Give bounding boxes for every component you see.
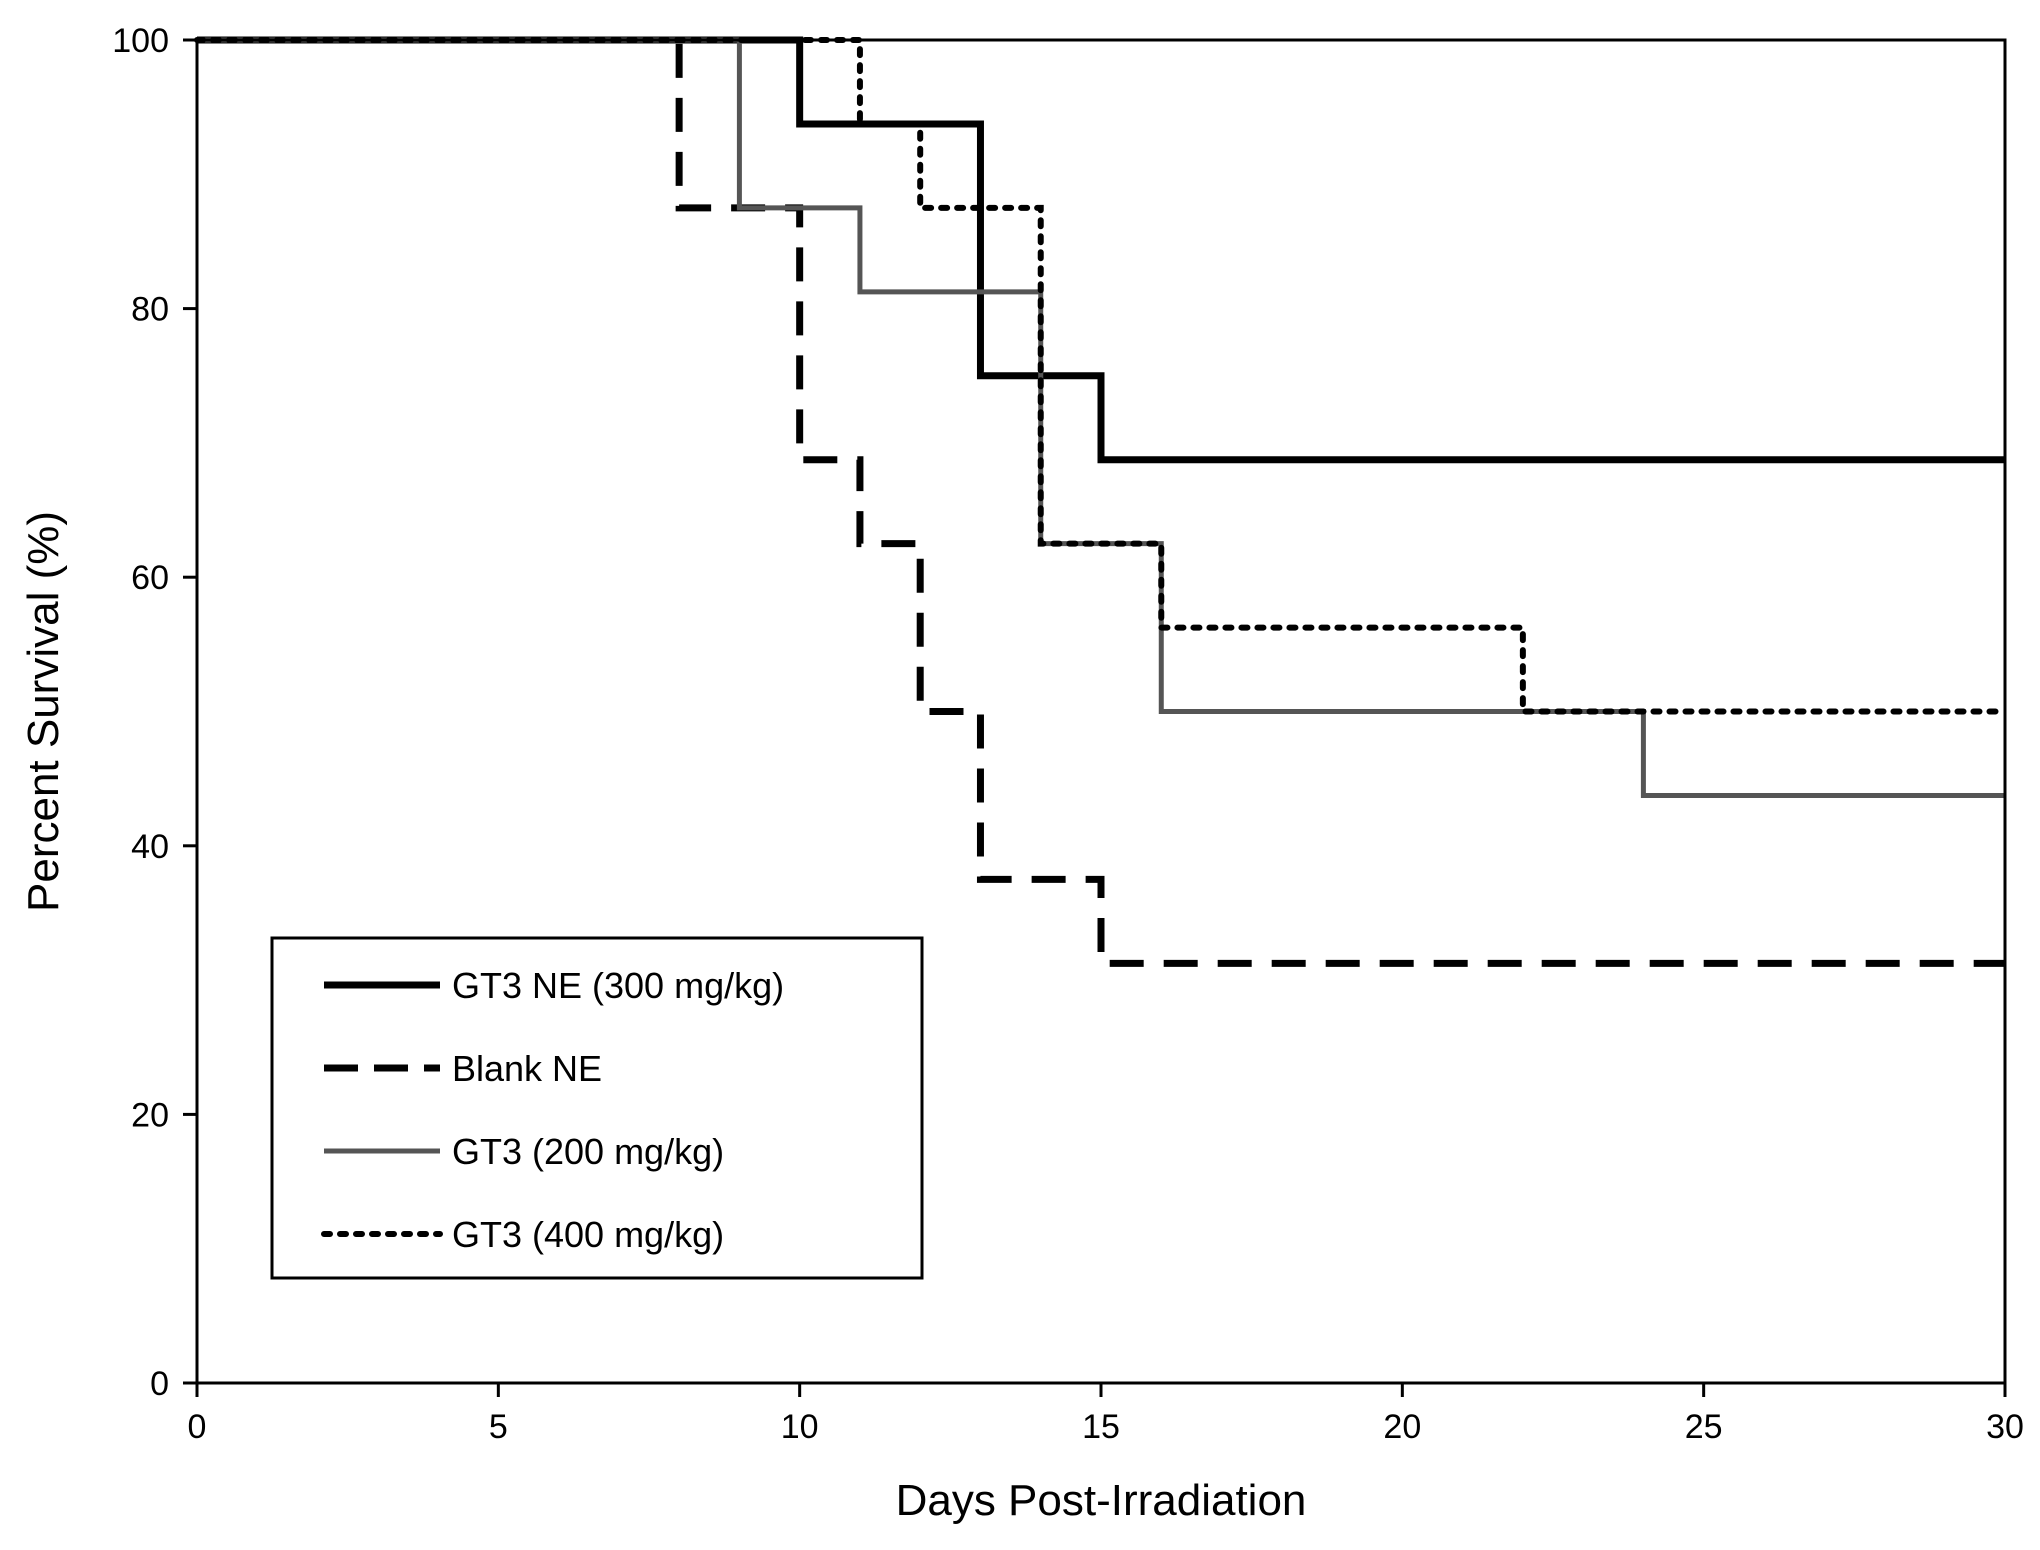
legend: GT3 NE (300 mg/kg) Blank NE GT3 (200 mg/kg… [270,936,924,1280]
x-tick-label: 0 [188,1408,207,1446]
y-tick-label: 60 [131,559,169,597]
legend-box [270,936,924,1280]
x-tick-label: 25 [1685,1408,1723,1446]
x-tick-label: 10 [781,1408,819,1446]
series-layer [194,36,2008,967]
x-axis-title: Days Post-Irradiation [896,1476,1307,1525]
ticks-layer: 0 5 10 15 20 25 30 0 20 40 60 80 100 [112,22,2024,1446]
x-tick-label: 5 [489,1408,508,1446]
x-tick-label: 15 [1082,1408,1120,1446]
x-tick-label: 30 [1986,1408,2024,1446]
series-line-4 [194,37,2008,715]
legend-label-3: GT3 (200 mg/kg) [452,1131,724,1172]
series-line-2 [197,36,2005,967]
y-tick-label: 100 [112,22,169,60]
legend-label-1: GT3 NE (300 mg/kg) [452,965,784,1006]
y-tick-label: 20 [131,1096,169,1134]
y-tick-label: 40 [131,828,169,866]
y-tick-label: 80 [131,291,169,329]
x-tick-label: 20 [1383,1408,1421,1446]
y-tick-label: 0 [150,1365,169,1403]
legend-label-4: GT3 (400 mg/kg) [452,1214,724,1255]
legend-label-2: Blank NE [452,1048,602,1089]
series-line-1 [197,36,2005,464]
y-axis-title: Percent Survival (%) [19,511,68,912]
